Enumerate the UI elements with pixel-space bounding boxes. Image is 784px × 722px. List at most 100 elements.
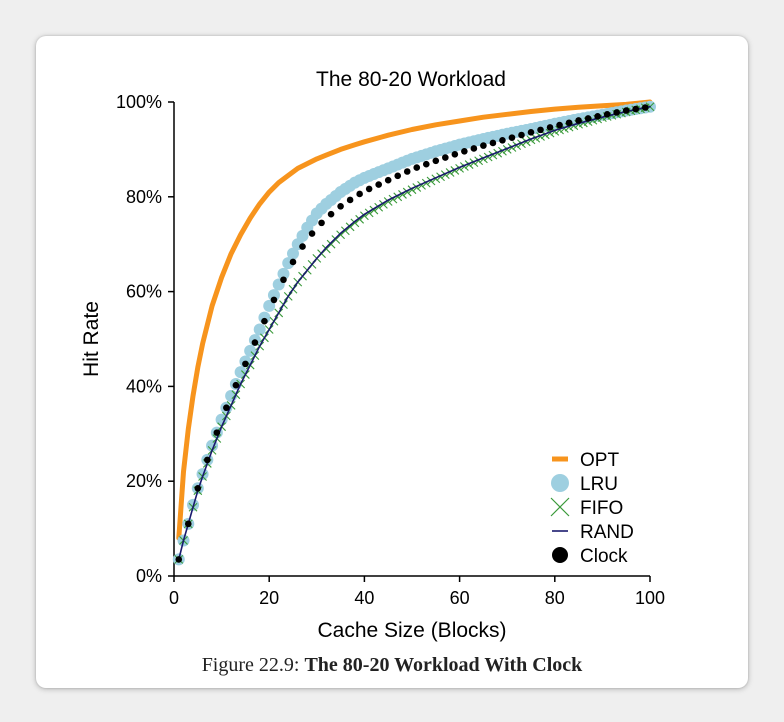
clock-point: [318, 219, 325, 227]
legend-item-lru: LRU: [551, 474, 618, 495]
clock-point: [356, 190, 363, 198]
x-tick-label: 60: [450, 588, 470, 608]
series-opt: [176, 99, 653, 541]
caption-prefix: Figure 22.9:: [201, 654, 300, 676]
clock-point: [232, 381, 240, 389]
x-axis-label: Cache Size (Blocks): [317, 619, 506, 642]
clock-point: [280, 276, 287, 284]
lru-point: [277, 267, 290, 280]
clock-point: [594, 113, 601, 120]
series-clock: [175, 104, 649, 563]
clock-point: [613, 109, 620, 116]
clock-point: [489, 139, 497, 147]
clock-point: [470, 145, 478, 152]
legend: OPT LRU FIFO RAND Clock: [550, 450, 634, 567]
legend-label-rand: RAND: [580, 522, 634, 543]
y-tick-label: 100%: [116, 92, 162, 112]
legend-label-lru: LRU: [580, 474, 618, 495]
clock-point: [565, 119, 573, 127]
clock-point: [527, 129, 535, 136]
clock-point: [308, 230, 316, 237]
clock-point: [242, 360, 249, 368]
clock-point: [261, 317, 268, 325]
clock-point: [299, 243, 306, 250]
clock-point: [327, 210, 335, 218]
clock-point: [461, 147, 468, 155]
clock-point: [508, 134, 516, 141]
y-tick-label: 80%: [126, 187, 162, 207]
chart: The 80-20 Workload 0 20 40 60 80 100 0% 20% 40%…: [80, 68, 665, 642]
y-tick-label: 40%: [126, 376, 162, 396]
x-tick-label: 0: [169, 588, 179, 608]
legend-label-clock: Clock: [580, 546, 628, 567]
lru-point: [215, 413, 228, 426]
y-tick-label: 0%: [136, 566, 162, 586]
legend-item-clock: Clock: [552, 546, 628, 567]
legend-swatch-fifo: [550, 497, 570, 517]
clock-point: [480, 142, 487, 149]
lru-point: [253, 323, 266, 336]
fifo-point: [555, 125, 564, 135]
series-lru: [172, 100, 656, 566]
figure-caption: Figure 22.9: The 80-20 Workload With Clo…: [0, 654, 784, 677]
clock-point: [289, 258, 297, 266]
clock-point: [270, 296, 278, 304]
series-line-rand: [178, 105, 651, 561]
clock-point: [546, 124, 554, 131]
series-rand: [178, 105, 651, 561]
legend-item-fifo: FIFO: [550, 497, 623, 519]
lru-point: [196, 468, 209, 481]
series-line-opt: [176, 99, 653, 541]
caption-title: The 80-20 Workload With Clock: [304, 654, 583, 676]
lru-point: [267, 289, 280, 302]
clock-point: [403, 168, 411, 175]
clock-point: [184, 520, 192, 528]
y-ticks: 0% 20% 40% 60% 80% 100%: [116, 92, 174, 586]
clock-point: [641, 104, 649, 111]
x-tick-label: 100: [635, 588, 665, 608]
legend-label-fifo: FIFO: [580, 498, 623, 519]
series-group: [172, 99, 656, 566]
clock-point: [432, 157, 440, 165]
clock-point: [375, 181, 382, 188]
clock-point: [422, 160, 430, 168]
legend-swatch-lru: [551, 474, 569, 492]
legend-item-rand: RAND: [552, 522, 634, 543]
legend-item-opt: OPT: [552, 450, 619, 471]
clock-point: [204, 456, 211, 464]
clock-point: [223, 404, 230, 412]
clock-point: [632, 105, 640, 113]
x-tick-label: 20: [259, 588, 279, 608]
clock-point: [175, 556, 183, 563]
clock-point: [575, 117, 582, 124]
clock-point: [622, 107, 630, 114]
legend-label-opt: OPT: [580, 450, 619, 471]
lru-point: [263, 299, 276, 312]
clock-point: [413, 164, 421, 171]
clock-point: [337, 202, 344, 210]
plot-area: [173, 102, 650, 577]
x-ticks: 0 20 40 60 80 100: [169, 576, 665, 608]
clock-point: [584, 115, 592, 122]
figure-card: [36, 36, 748, 688]
lru-point: [287, 247, 299, 260]
clock-point: [251, 339, 259, 346]
clock-point: [365, 185, 373, 193]
clock-point: [194, 485, 202, 492]
clock-point: [499, 136, 506, 144]
clock-point: [394, 172, 402, 180]
clock-point: [213, 429, 221, 436]
lru-point: [234, 366, 247, 379]
clock-point: [518, 131, 525, 139]
clock-point: [451, 151, 459, 158]
clock-point: [346, 196, 354, 204]
clock-point: [603, 111, 611, 118]
clock-point: [384, 176, 392, 184]
y-axis-label: Hit Rate: [80, 301, 103, 377]
y-tick-label: 20%: [126, 471, 162, 491]
legend-swatch-clock: [552, 547, 568, 563]
chart-title: The 80-20 Workload: [316, 68, 506, 91]
x-tick-label: 40: [354, 588, 374, 608]
y-tick-label: 60%: [126, 282, 162, 302]
clock-point: [537, 126, 544, 134]
